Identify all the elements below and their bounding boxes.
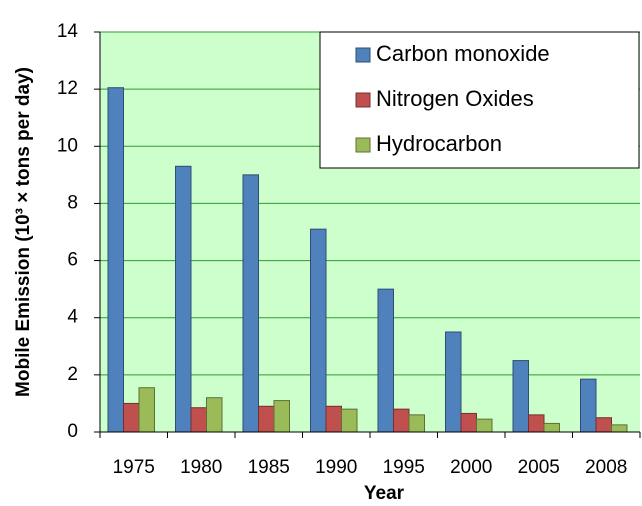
x-tick-label: 1980 <box>180 457 222 478</box>
bar <box>512 360 529 433</box>
y-tick-label: 14 <box>57 21 79 42</box>
y-tick-label: 2 <box>67 364 78 385</box>
x-tick-label: 2000 <box>450 457 492 478</box>
bar <box>107 87 124 433</box>
x-tick-label: 1990 <box>315 457 357 478</box>
bar <box>123 402 140 433</box>
bar <box>325 405 342 433</box>
bar <box>190 407 207 433</box>
bar <box>528 414 545 433</box>
bar <box>273 400 290 433</box>
legend-marker <box>355 137 371 153</box>
bar <box>580 378 597 433</box>
bar <box>393 408 410 433</box>
bar <box>595 417 612 433</box>
bar <box>460 412 477 433</box>
bar <box>377 288 394 433</box>
legend-box <box>319 31 640 169</box>
legend-label: Carbon monoxide <box>376 41 550 66</box>
y-tick-label: 6 <box>67 250 78 271</box>
legend-label: Nitrogen Oxides <box>376 86 534 111</box>
bar <box>445 331 462 433</box>
y-tick-label: 0 <box>67 421 78 442</box>
bar <box>476 418 493 433</box>
bar <box>138 387 155 433</box>
bar <box>310 228 327 433</box>
x-axis-title: Year <box>364 483 405 504</box>
bar <box>611 424 628 433</box>
bar <box>258 405 275 433</box>
y-axis-title: Mobile Emission (10³ × tons per day) <box>13 67 34 397</box>
legend-marker <box>355 92 371 108</box>
x-tick-label: 2008 <box>585 457 627 478</box>
y-tick-label: 10 <box>57 135 78 156</box>
x-tick-label: 1985 <box>248 457 290 478</box>
bar <box>341 408 358 433</box>
bar <box>175 165 192 433</box>
x-tick-label: 2005 <box>518 457 560 478</box>
legend-label: Hydrocarbon <box>376 131 502 156</box>
x-tick-label: 1975 <box>113 457 155 478</box>
bar <box>408 414 425 433</box>
bar <box>242 174 259 433</box>
x-tick-label: 1995 <box>383 457 425 478</box>
y-tick-label: 12 <box>57 78 78 99</box>
bar <box>543 422 560 433</box>
bar <box>206 397 223 433</box>
y-tick-label: 8 <box>67 192 78 213</box>
legend-marker <box>355 47 371 63</box>
y-tick-label: 4 <box>67 307 78 328</box>
